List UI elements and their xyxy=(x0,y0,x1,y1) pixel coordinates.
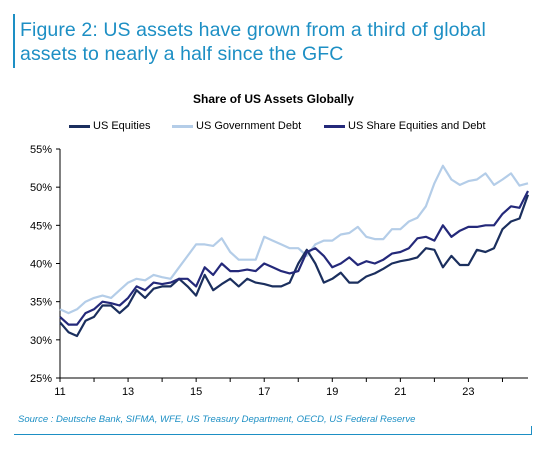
x-tick-label: 17 xyxy=(258,386,270,398)
legend-label-us-equities: US Equities xyxy=(93,120,151,132)
series-line-us-government-debt xyxy=(59,164,529,315)
legend-item-us-share-equities-and-debt: US Share Equities and Debt xyxy=(324,120,486,132)
axes: 25% 30% 35% 40% 45% 50% 55% 11 13 15 17 19 21 23 xyxy=(30,144,528,398)
legend-item-us-equities: US Equities xyxy=(69,120,150,132)
legend-swatch-us-equities xyxy=(69,124,90,128)
x-tick-label: 13 xyxy=(122,386,134,398)
legend-swatch-us-share-equities-and-debt xyxy=(324,124,345,128)
legend-swatch-us-government-debt xyxy=(172,124,193,128)
figure-title: Figure 2: US assets have grown from a th… xyxy=(20,19,486,65)
chart-title: Share of US Assets Globally xyxy=(193,92,354,106)
y-tick-label: 40% xyxy=(30,259,52,271)
x-tick-label: 21 xyxy=(394,386,406,398)
y-tick-label: 55% xyxy=(30,144,52,156)
legend-label-us-government-debt: US Government Debt xyxy=(196,120,302,132)
source-note: Source : Deutsche Bank, SIFMA, WFE, US T… xyxy=(18,414,416,425)
series-line-us-share-equities-and-debt xyxy=(59,190,529,326)
legend-item-us-government-debt: US Government Debt xyxy=(172,120,301,132)
series-lines xyxy=(59,164,530,338)
bottom-rule xyxy=(14,434,532,435)
legend-label-us-share-equities-and-debt: US Share Equities and Debt xyxy=(348,120,486,132)
y-tick-label: 35% xyxy=(30,297,52,309)
series-line-us-equities xyxy=(59,194,530,338)
figure-title-rule xyxy=(13,14,15,68)
y-tick-label: 25% xyxy=(30,373,52,385)
x-tick-label: 15 xyxy=(190,386,202,398)
bottom-rule-end xyxy=(531,426,532,435)
x-tick-label: 23 xyxy=(462,386,474,398)
y-tick-label: 30% xyxy=(30,335,52,347)
y-tick-label: 50% xyxy=(30,182,52,194)
chart-legend: US Equities US Government Debt US Share … xyxy=(0,120,547,136)
x-tick-label: 11 xyxy=(54,386,65,398)
x-tick-label: 19 xyxy=(326,386,338,398)
y-tick-label: 45% xyxy=(30,220,52,232)
